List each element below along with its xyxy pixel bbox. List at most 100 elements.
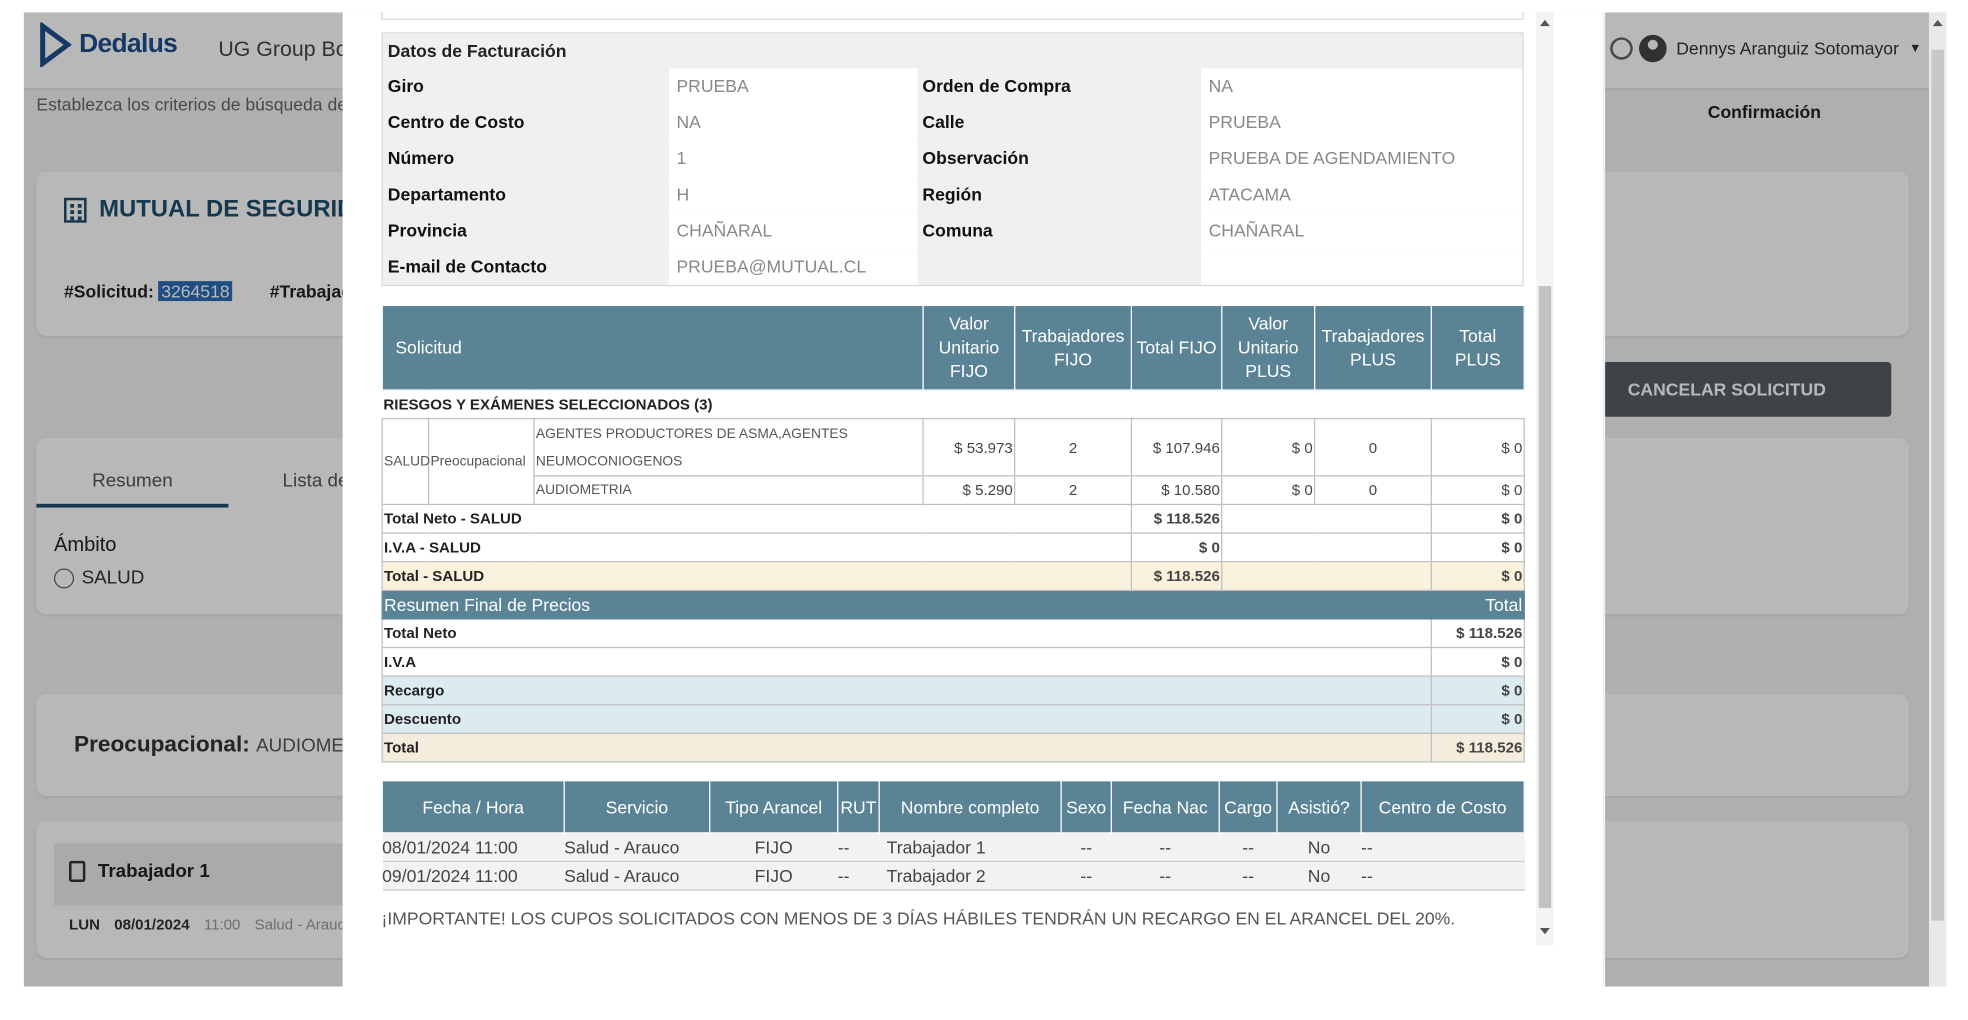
table-row: 08/01/2024 11:00 Salud - Arauco FIJO -- … — [382, 832, 1525, 863]
table-row: AUDIOMETRIA $ 5.290 2 $ 10.580 $ 0 0 $ 0 — [382, 475, 1525, 506]
exam-name: AUDIOMETRIA — [533, 475, 924, 506]
col-solicitud: Solicitud — [381, 304, 924, 391]
window-scrollbar[interactable] — [1928, 12, 1947, 987]
col-nombre: Nombre completo — [878, 779, 1062, 834]
summary-total-header: Total — [1430, 589, 1525, 620]
worker-appointment: LUN 08/01/2024 11:00 Salud - Arauc — [69, 916, 345, 933]
caret-down-icon: ▼ — [1908, 41, 1922, 56]
unit-value-fijo: $ 53.973 — [922, 417, 1016, 477]
subtotal-label: I.V.A - SALUD — [381, 532, 1133, 563]
cell-cargo: -- — [1219, 861, 1277, 891]
billing-value: PRUEBA — [668, 68, 918, 105]
billing-value: H — [668, 176, 918, 213]
window-scrollbar-thumb[interactable] — [1931, 49, 1944, 921]
cell-asistio: No — [1276, 832, 1362, 863]
user-avatar-icon — [1638, 34, 1667, 63]
billing-row: E-mail de Contacto PRUEBA@MUTUAL.CL — [383, 248, 1523, 285]
app-name: UG Group Boo — [218, 37, 360, 61]
billing-value: ATACAMA — [1201, 176, 1523, 213]
summary-label: Total Neto — [381, 618, 1432, 649]
user-menu[interactable]: Dennys Aranguiz Sotomayor ▼ — [1638, 34, 1922, 63]
cell-cargo: -- — [1219, 832, 1277, 863]
cell-fecha-nac: -- — [1111, 832, 1220, 863]
worker-service: Salud - Arauc — [254, 915, 346, 933]
subtotal-plus: $ 0 — [1430, 503, 1525, 534]
worker-date: 08/01/2024 — [114, 915, 190, 933]
billing-value: CHAÑARAL — [1201, 212, 1523, 249]
summary-row: Descuento $ 0 — [381, 704, 1525, 734]
modal-scroll-down-icon[interactable] — [1539, 928, 1550, 935]
billing-key: Calle — [922, 111, 965, 132]
area-cell: SALUD — [381, 417, 430, 506]
worker-title: Trabajador 1 — [69, 860, 210, 882]
settings-icon[interactable] — [1610, 37, 1633, 60]
dedalus-logo-icon — [40, 22, 72, 68]
col-asistio: Asistió? — [1276, 779, 1362, 834]
billing-value: NA — [1201, 68, 1523, 105]
table-row: SALUD Preocupacional AGENTES PRODUCTORES… — [381, 417, 1525, 506]
modal-scrollbar-thumb[interactable] — [1538, 286, 1552, 909]
billing-row: Giro PRUEBA Orden de Compra NA — [383, 68, 1523, 105]
billing-key: Observación — [922, 148, 1029, 168]
unit-value-plus: $ 0 — [1221, 417, 1316, 477]
workers-plus: 0 — [1314, 475, 1432, 506]
important-notice: ¡IMPORTANTE! LOS CUPOS SOLICITADOS CON M… — [381, 908, 1456, 929]
modal-scroll-up-icon[interactable] — [1539, 19, 1550, 27]
cell-servicio: Salud - Arauco — [564, 861, 710, 891]
cell-fecha-nac: -- — [1111, 861, 1220, 891]
subtotal-label: Total - SALUD — [381, 561, 1133, 591]
billing-value — [1201, 248, 1523, 285]
step-confirmation: Confirmación — [1707, 102, 1822, 122]
subtotal-fijo: $ 0 — [1130, 532, 1223, 563]
cell-fecha-hora: 08/01/2024 11:00 — [382, 832, 565, 863]
summary-header-row: Resumen Final de Precios Total — [381, 589, 1525, 620]
billing-key: Región — [922, 184, 982, 205]
summary-label: Total — [381, 732, 1432, 763]
cell-sexo: -- — [1061, 832, 1112, 863]
billing-key — [917, 249, 1201, 285]
summary-value: $ 118.526 — [1430, 732, 1525, 763]
modal-scrollbar[interactable] — [1536, 12, 1554, 946]
col-valor-unitario-plus: Valor Unitario PLUS — [1221, 304, 1316, 391]
billing-value: PRUEBA@MUTUAL.CL — [668, 248, 918, 285]
unit-value-plus: $ 0 — [1221, 475, 1316, 506]
summary-value: $ 0 — [1430, 704, 1525, 734]
cell-rut: -- — [837, 861, 880, 891]
logo-text: Dedalus — [79, 29, 178, 59]
scope-option-salud[interactable]: SALUD — [53, 567, 144, 588]
billing-key: Giro — [387, 75, 424, 96]
workers-fijo: 2 — [1014, 417, 1133, 477]
price-table: Solicitud Valor Unitario FIJO Trabajador… — [381, 304, 1525, 763]
worker-time: 11:00 — [203, 915, 241, 933]
billing-title: Datos de Facturación — [387, 41, 567, 61]
tab-resumen[interactable]: Resumen — [36, 455, 229, 508]
request-info: #Solicitud: 3264518 #Trabajad — [64, 281, 352, 301]
previous-section-edge — [381, 12, 1524, 20]
logo[interactable]: Dedalus — [39, 22, 178, 68]
billing-key: Orden de Compra — [922, 75, 1071, 96]
col-valor-unitario-fijo: Valor Unitario FIJO — [922, 304, 1016, 391]
col-centro-costo: Centro de Costo — [1360, 779, 1525, 834]
request-number: 3264518 — [158, 281, 233, 301]
billing-key: Departamento — [387, 184, 506, 205]
selected-risks-row: RIESGOS Y EXÁMENES SELECCIONADOS (3) — [382, 389, 1525, 420]
billing-value: CHAÑARAL — [668, 212, 918, 249]
schedule-table: Fecha / Hora Servicio Tipo Arancel RUT N… — [381, 779, 1525, 891]
subtotal-fijo: $ 118.526 — [1130, 561, 1223, 591]
cell-tipo-arancel: FIJO — [709, 832, 838, 863]
subtotal-fijo: $ 118.526 — [1130, 503, 1223, 534]
cancel-request-button[interactable]: CANCELAR SOLICITUD — [1602, 362, 1892, 417]
billing-row: Provincia CHAÑARAL Comuna CHAÑARAL — [383, 212, 1523, 249]
subtotal-row: Total - SALUD $ 118.526 $ 0 — [381, 561, 1525, 591]
billing-key: Provincia — [387, 220, 467, 241]
billing-row: Departamento H Región ATACAMA — [383, 176, 1523, 213]
worker-card[interactable]: Trabajador 1 — [53, 843, 356, 906]
billing-value: NA — [668, 104, 918, 141]
col-cargo: Cargo — [1218, 779, 1278, 834]
request-label: #Solicitud: — [64, 281, 154, 302]
scroll-up-icon[interactable] — [1932, 19, 1943, 27]
billing-row: Número 1 Observación PRUEBA DE AGENDAMIE… — [383, 140, 1523, 177]
type-cell: Preocupacional — [427, 417, 535, 506]
billing-data: Datos de Facturación Giro PRUEBA Orden d… — [381, 32, 1524, 287]
